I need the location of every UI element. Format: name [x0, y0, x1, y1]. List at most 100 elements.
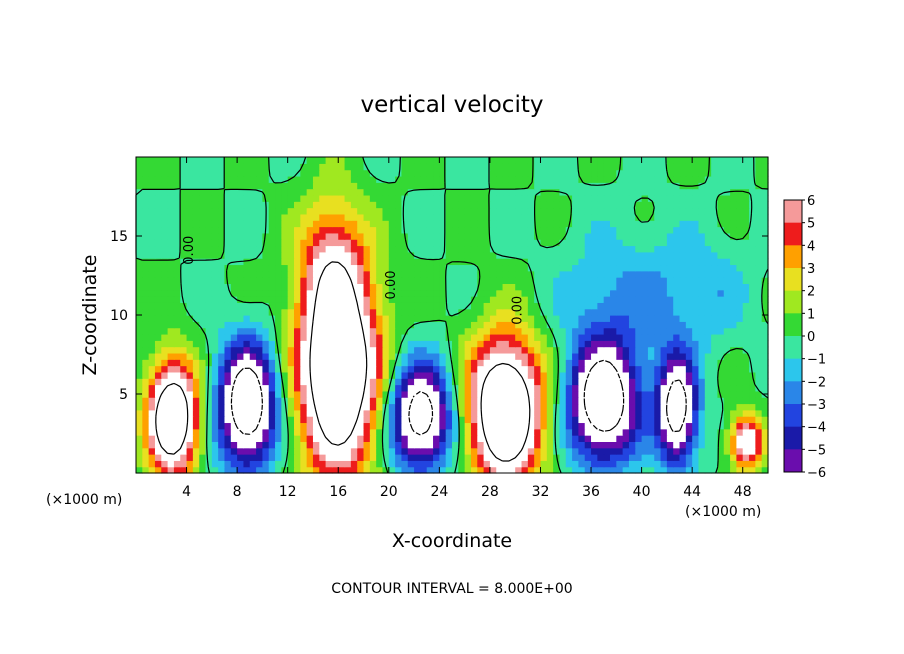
heatmap-cell: [395, 371, 403, 379]
heatmap-cell: [331, 371, 339, 379]
heatmap-cell: [319, 201, 327, 209]
heatmap-cell: [199, 213, 207, 221]
heatmap-cell: [186, 308, 194, 316]
heatmap-cell: [407, 157, 415, 164]
heatmap-cell: [319, 454, 327, 461]
heatmap-cell: [312, 157, 320, 164]
heatmap-cell: [154, 333, 162, 341]
heatmap-cell: [641, 213, 649, 221]
heatmap-cell: [711, 454, 719, 461]
heatmap-cell: [312, 315, 320, 322]
heatmap-cell: [584, 327, 592, 335]
heatmap-cell: [243, 397, 251, 405]
heatmap-cell: [148, 321, 156, 329]
heatmap-cell: [287, 157, 295, 164]
heatmap-cell: [154, 308, 162, 316]
heatmap-cell: [439, 352, 447, 360]
heatmap-cell: [414, 169, 421, 177]
heatmap-cell: [660, 296, 668, 303]
heatmap-cell: [300, 182, 308, 190]
heatmap-cell: [439, 403, 447, 411]
heatmap-cell: [458, 390, 466, 398]
heatmap-cell: [452, 289, 459, 297]
heatmap-cell: [496, 163, 504, 171]
heatmap-cell: [319, 169, 327, 177]
heatmap-cell: [628, 315, 636, 322]
heatmap-cell: [300, 308, 308, 316]
heatmap-cell: [591, 207, 598, 215]
heatmap-cell: [572, 169, 579, 177]
heatmap-cell: [483, 397, 491, 405]
heatmap-cell: [211, 182, 219, 190]
heatmap-cell: [508, 441, 516, 449]
heatmap-cell: [388, 409, 396, 417]
heatmap-cell: [660, 264, 668, 272]
heatmap-cell: [331, 175, 339, 183]
heatmap-cell: [483, 251, 491, 259]
heatmap-cell: [717, 251, 725, 259]
heatmap-cell: [452, 403, 459, 411]
heatmap-cell: [249, 283, 257, 291]
heatmap-cell: [376, 384, 384, 392]
heatmap-cell: [294, 188, 301, 196]
heatmap-cell: [230, 384, 238, 392]
heatmap-cell: [489, 403, 497, 411]
heatmap-cell: [515, 378, 523, 386]
heatmap-cell: [180, 454, 188, 461]
heatmap-cell: [395, 226, 403, 234]
heatmap-cell: [439, 409, 447, 417]
heatmap-cell: [262, 422, 270, 430]
heatmap-cell: [679, 207, 687, 215]
heatmap-cell: [521, 454, 529, 461]
heatmap-cell: [458, 315, 466, 322]
heatmap-cell: [287, 460, 295, 468]
heatmap-cell: [527, 460, 535, 468]
heatmap-cell: [628, 359, 636, 367]
heatmap-cell: [148, 169, 156, 177]
heatmap-cell: [199, 201, 207, 209]
heatmap-cell: [325, 352, 333, 360]
heatmap-cell: [508, 333, 516, 341]
heatmap-cell: [641, 409, 649, 417]
heatmap-cell: [439, 194, 447, 202]
heatmap-cell: [483, 416, 491, 424]
heatmap-cell: [565, 422, 573, 430]
heatmap-cell: [312, 308, 320, 316]
heatmap-cell: [350, 466, 358, 474]
heatmap-cell: [218, 175, 226, 183]
heatmap-cell: [755, 352, 763, 360]
heatmap-cell: [647, 207, 655, 215]
heatmap-cell: [553, 226, 561, 234]
heatmap-cell: [515, 308, 523, 316]
heatmap-cell: [692, 333, 700, 341]
heatmap-cell: [414, 277, 421, 284]
heatmap-cell: [142, 365, 150, 373]
heatmap-cell: [243, 321, 251, 329]
heatmap-cell: [218, 333, 226, 341]
heatmap-cell: [395, 441, 403, 449]
heatmap-cell: [426, 416, 434, 424]
heatmap-cell: [319, 327, 327, 335]
heatmap-cell: [521, 245, 529, 253]
heatmap-cell: [382, 409, 390, 417]
heatmap-cell: [148, 435, 156, 442]
heatmap-cell: [755, 169, 763, 177]
heatmap-cell: [730, 454, 737, 461]
heatmap-cell: [628, 454, 636, 461]
heatmap-cell: [142, 466, 150, 474]
heatmap-cell: [256, 157, 263, 164]
heatmap-cell: [344, 371, 352, 379]
heatmap-cell: [723, 283, 731, 291]
heatmap-cell: [755, 283, 763, 291]
heatmap-cell: [224, 352, 232, 360]
heatmap-cell: [742, 296, 750, 303]
heatmap-cell: [521, 384, 529, 392]
heatmap-cell: [287, 277, 295, 284]
heatmap-cell: [654, 277, 662, 284]
heatmap-cell: [287, 239, 295, 247]
heatmap-cell: [433, 296, 440, 303]
heatmap-cell: [256, 289, 263, 297]
heatmap-cell: [749, 194, 756, 202]
heatmap-cell: [749, 169, 756, 177]
heatmap-cell: [546, 169, 554, 177]
